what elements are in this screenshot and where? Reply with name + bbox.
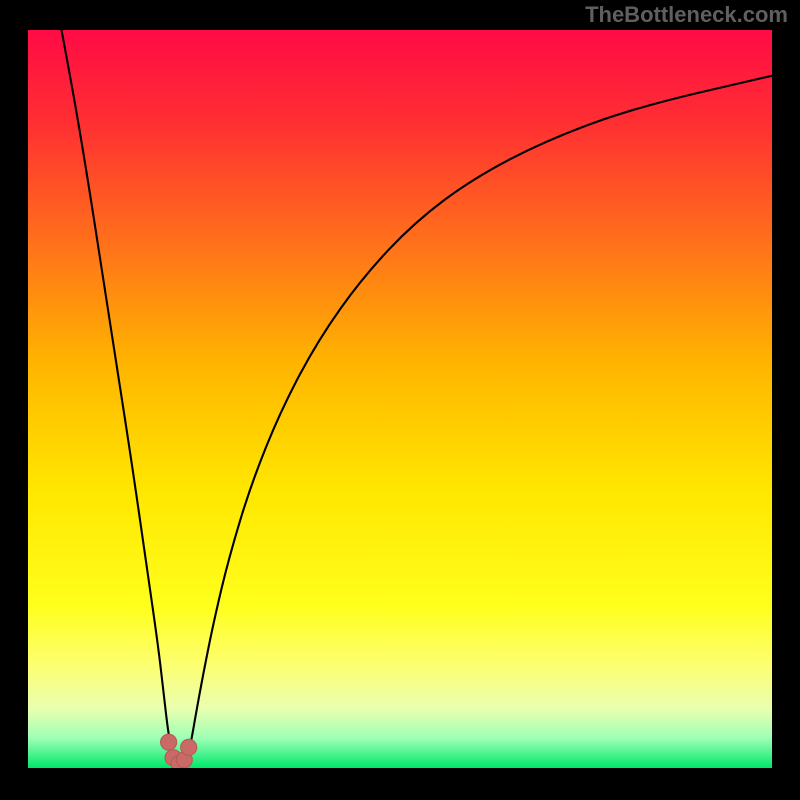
curve-marker — [161, 734, 177, 750]
watermark-text: TheBottleneck.com — [585, 2, 788, 28]
gradient-background — [28, 30, 772, 768]
figure-container: TheBottleneck.com — [0, 0, 800, 800]
curve-marker — [181, 739, 197, 755]
bottleneck-chart — [0, 0, 800, 800]
